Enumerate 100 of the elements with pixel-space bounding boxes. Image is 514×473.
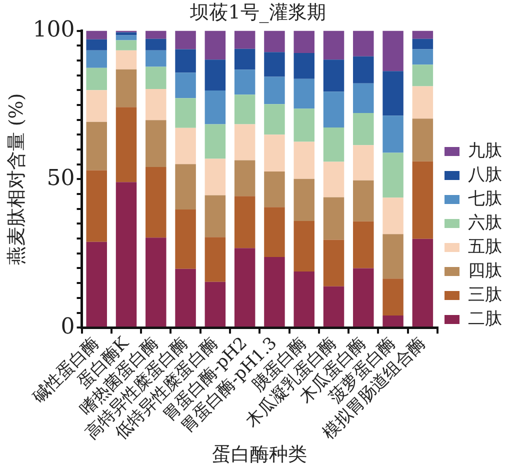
bar: [294, 272, 314, 327]
bar: [86, 122, 107, 170]
bar: [353, 180, 374, 222]
bar: [412, 64, 434, 86]
bar: [234, 196, 256, 248]
bar: [353, 221, 374, 268]
bar: [294, 178, 314, 222]
legend-label: 二肽: [468, 308, 502, 329]
bar: [412, 161, 434, 239]
bar: [323, 286, 344, 327]
bar: [382, 198, 404, 234]
bar: [175, 72, 196, 98]
bar: [412, 49, 434, 65]
bar: [412, 118, 434, 162]
bar: [264, 134, 285, 172]
bar: [146, 167, 166, 238]
bar: [116, 32, 137, 36]
bar: [382, 71, 404, 116]
legend-label: 四肽: [468, 260, 502, 281]
legend-label: 七肽: [468, 188, 502, 209]
bar: [146, 238, 166, 327]
bar: [323, 128, 344, 162]
bar: [116, 69, 137, 108]
bar: [294, 142, 314, 179]
bar: [146, 30, 166, 39]
bar: [204, 90, 226, 124]
bar: [264, 207, 285, 257]
bar: [323, 92, 344, 128]
bar: [146, 50, 166, 67]
bar: [204, 158, 226, 196]
bar: [353, 56, 374, 84]
bar: [382, 278, 404, 316]
bar: [264, 171, 285, 208]
bar: [294, 53, 314, 79]
bar: [353, 145, 374, 180]
y-tick-label: 50: [46, 166, 75, 191]
bar: [234, 94, 256, 124]
bar: [264, 104, 285, 135]
bar: [294, 78, 314, 109]
bar: [412, 238, 434, 327]
x-axis-title: 蛋白酶种类: [212, 444, 308, 466]
bar: [86, 170, 107, 242]
y-tick-label: 0: [60, 314, 75, 340]
bar: [294, 221, 314, 272]
bar: [86, 90, 107, 122]
bar: [353, 83, 374, 114]
legend-label: 五肽: [468, 236, 502, 257]
y-axis-title: 燕麦肽相对含量 (%): [5, 93, 28, 266]
bar: [86, 50, 107, 68]
bar: [146, 38, 166, 50]
bar: [204, 282, 226, 327]
bar: [382, 234, 404, 279]
bar: [234, 30, 256, 49]
bar: [323, 60, 344, 92]
bar: [86, 242, 107, 327]
bar: [234, 48, 256, 70]
bar: [175, 98, 196, 128]
bar: [175, 164, 196, 210]
bar: [146, 120, 166, 168]
bar: [175, 268, 196, 327]
bar: [323, 240, 344, 286]
bar: [264, 256, 285, 327]
bar: [146, 88, 166, 120]
bar: [86, 68, 107, 90]
bar: [234, 124, 256, 160]
bar: [175, 30, 196, 50]
y-tick-label: 100: [32, 18, 75, 43]
bar: [234, 248, 256, 327]
bar: [146, 66, 166, 89]
bar: [412, 30, 434, 39]
bar: [175, 209, 196, 269]
bar: [204, 237, 226, 282]
bar: [116, 50, 137, 70]
bar: [353, 113, 374, 146]
bar: [175, 128, 196, 164]
bar: [412, 86, 434, 119]
bar: [294, 30, 314, 54]
bar: [204, 60, 226, 90]
bar: [234, 160, 256, 196]
bar: [264, 52, 285, 77]
legend-label: 六肽: [468, 212, 502, 233]
legend-label: 九肽: [468, 140, 502, 161]
bar: [323, 162, 344, 198]
bar: [116, 35, 137, 40]
bar: [204, 195, 226, 238]
chart-title: 坝莜1号_灌浆期: [189, 1, 326, 24]
bar: [116, 182, 137, 327]
bar: [204, 124, 226, 159]
bar: [382, 315, 404, 327]
bar: [353, 268, 374, 327]
bar: [294, 108, 314, 142]
legend-label: 八肽: [468, 164, 502, 185]
bar: [412, 38, 434, 50]
bar: [382, 116, 404, 153]
bar: [323, 30, 344, 60]
bar: [382, 30, 404, 72]
bar: [264, 76, 285, 104]
legend-label: 三肽: [468, 284, 502, 305]
bar: [234, 70, 256, 95]
bar: [382, 152, 404, 198]
